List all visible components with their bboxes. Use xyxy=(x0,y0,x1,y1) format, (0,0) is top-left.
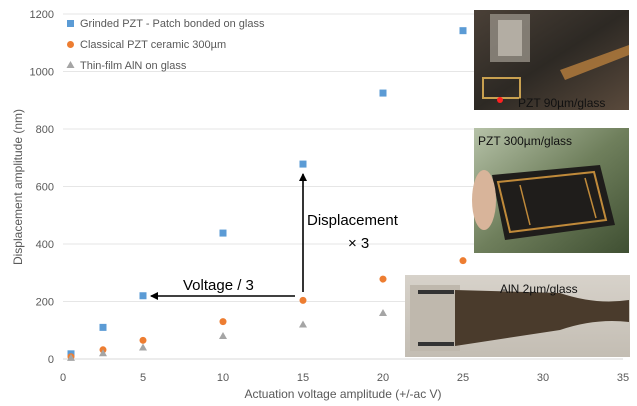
x-tick-label: 35 xyxy=(617,372,629,384)
x-tick-label: 20 xyxy=(377,372,389,384)
x-axis-title: Actuation voltage amplitude (+/-ac V) xyxy=(244,387,441,401)
data-point-thin-film-aln xyxy=(139,343,147,351)
x-tick-label: 0 xyxy=(60,372,66,384)
legend-marker-grinded-pzt xyxy=(67,20,74,27)
legend: Grinded PZT - Patch bonded on glass Clas… xyxy=(66,18,265,72)
data-point-classical-pzt xyxy=(219,318,227,326)
data-point-thin-film-aln xyxy=(379,309,387,316)
x-tick-label: 10 xyxy=(217,372,229,384)
photo-label-pzt300: PZT 300µm/glass xyxy=(478,134,572,148)
data-point-classical-pzt xyxy=(379,275,387,283)
data-points xyxy=(67,27,467,361)
legend-marker-thin-film-aln xyxy=(66,61,75,68)
y-tick-label: 0 xyxy=(48,354,54,366)
photo-pzt300-inset xyxy=(472,128,629,253)
y-tick-label: 200 xyxy=(36,297,54,309)
y-tick-label: 600 xyxy=(36,182,54,194)
legend-label-thin-film-aln: Thin-film AlN on glass xyxy=(80,60,187,72)
photo-aln-inset xyxy=(405,275,630,357)
x-tick-label: 5 xyxy=(140,372,146,384)
x-tick-labels: 0 5 10 15 20 25 30 35 xyxy=(60,372,629,384)
photo-label-aln: AlN 2µm/glass xyxy=(500,282,578,296)
data-point-grinded-pzt xyxy=(299,160,307,168)
legend-label-grinded-pzt: Grinded PZT - Patch bonded on glass xyxy=(80,18,265,30)
y-axis-title: Displacement amplitude (nm) xyxy=(11,109,25,265)
legend-marker-classical-pzt xyxy=(67,41,74,48)
y-tick-label: 1000 xyxy=(30,67,54,79)
x-tick-label: 15 xyxy=(297,372,309,384)
data-point-classical-pzt xyxy=(139,336,147,344)
data-point-grinded-pzt xyxy=(379,89,387,97)
displacement-annotation-line2: × 3 xyxy=(348,235,369,252)
x-tick-label: 25 xyxy=(457,372,469,384)
legend-label-classical-pzt: Classical PZT ceramic 300µm xyxy=(80,39,226,51)
data-point-grinded-pzt xyxy=(459,27,467,35)
photo-label-pzt90: PZT 90µm/glass xyxy=(518,96,605,110)
data-point-thin-film-aln xyxy=(99,349,107,357)
displacement-annotation-line1: Displacement xyxy=(307,212,399,229)
data-point-thin-film-aln xyxy=(299,320,307,328)
voltage-annotation: Voltage / 3 xyxy=(183,277,254,294)
data-point-classical-pzt xyxy=(459,257,467,265)
data-point-thin-film-aln xyxy=(219,332,227,339)
data-point-grinded-pzt xyxy=(219,229,227,237)
data-point-grinded-pzt xyxy=(139,292,147,300)
photo-pzt90-inset xyxy=(474,10,629,110)
x-tick-label: 30 xyxy=(537,372,549,384)
data-point-thin-film-aln xyxy=(67,353,75,361)
y-tick-label: 400 xyxy=(36,239,54,251)
data-point-classical-pzt xyxy=(299,296,307,304)
y-tick-labels: 0 200 400 600 800 1000 1200 xyxy=(30,9,54,366)
y-tick-label: 1200 xyxy=(30,9,54,21)
data-point-grinded-pzt xyxy=(99,323,107,331)
y-tick-label: 800 xyxy=(36,124,54,136)
